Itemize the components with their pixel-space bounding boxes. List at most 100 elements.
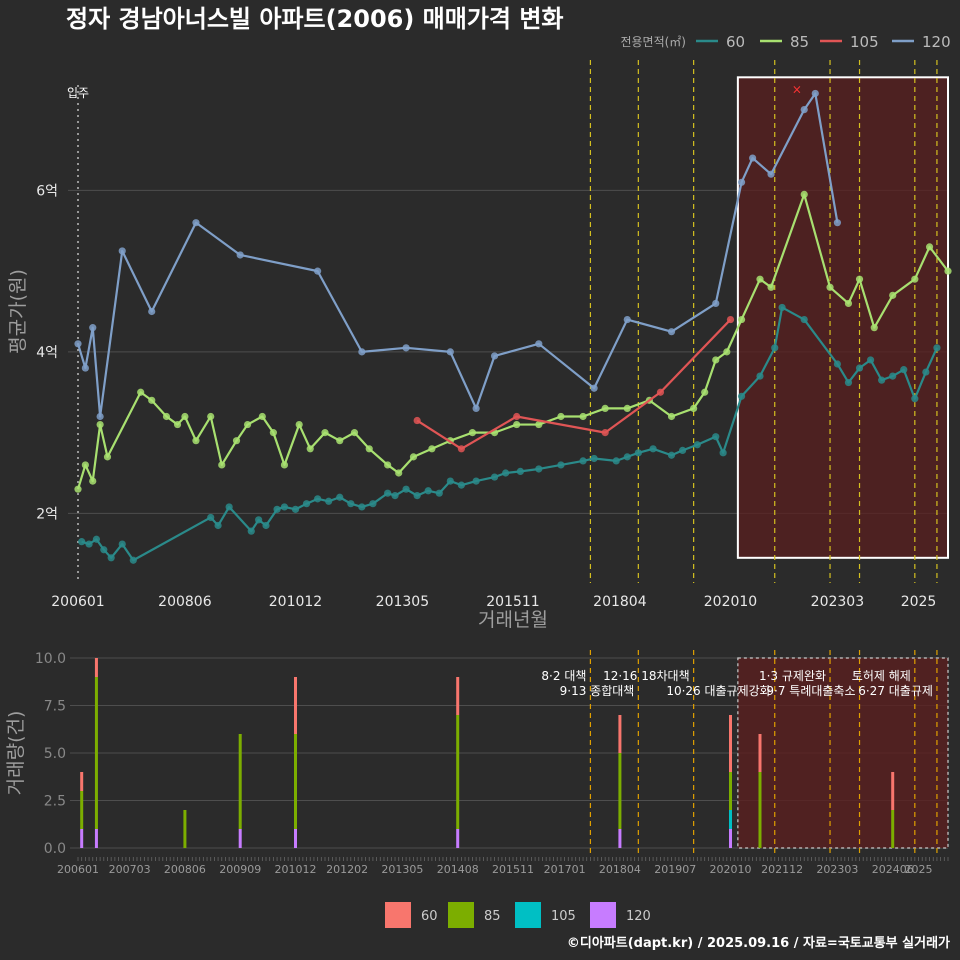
data-point-120 xyxy=(314,267,322,275)
data-point-120 xyxy=(192,219,200,227)
data-point-85 xyxy=(192,437,200,445)
source-caption: ©디아파트(dapt.kr) / 2025.09.16 / 자료=국토교통부 실… xyxy=(567,935,950,951)
data-point-85 xyxy=(701,388,709,396)
bar-segment-85 xyxy=(238,734,242,829)
data-point-85 xyxy=(844,299,853,308)
bar-segment-120 xyxy=(618,829,622,848)
policy-annotation: 9·7 특례대출축소 xyxy=(766,684,855,698)
bottom-axes: 0.0 2.5 5.0 7.5 10.0 거래량(건) 200601 200703 200806… xyxy=(5,651,949,876)
bar-y-tick-label: 7.5 xyxy=(44,699,66,715)
top-legend: 전용면적(㎡) 60 85 105 120 xyxy=(620,33,950,51)
bar-segment-85 xyxy=(80,791,84,829)
data-point-85 xyxy=(258,412,266,421)
data-point-60 xyxy=(516,467,524,475)
bar-segment-85 xyxy=(456,715,460,829)
data-point-85 xyxy=(428,445,436,453)
data-point-60 xyxy=(384,489,392,497)
data-point-120 xyxy=(667,328,676,336)
policy-annotation: 9·13 종합대책 xyxy=(560,683,635,698)
data-point-60 xyxy=(719,449,727,457)
data-point-85 xyxy=(737,315,746,324)
data-point-85 xyxy=(800,190,808,199)
data-point-60 xyxy=(737,392,746,400)
bar-legend-label-85: 85 xyxy=(484,909,501,924)
bar-x-tick-label: 201305 xyxy=(381,863,423,876)
data-point-85 xyxy=(232,437,241,445)
data-point-60 xyxy=(280,503,289,511)
data-point-60 xyxy=(866,356,875,364)
data-point-60 xyxy=(214,521,222,530)
data-point-85 xyxy=(826,283,834,291)
policy-annotation: 8·2 대책 xyxy=(541,668,586,683)
bar-segment-60 xyxy=(758,734,762,772)
bar-segment-60 xyxy=(891,772,895,810)
x-axis-title: 거래년월 xyxy=(478,609,548,631)
data-point-60 xyxy=(107,554,115,562)
data-point-85 xyxy=(81,461,89,469)
data-point-120 xyxy=(749,154,757,162)
data-point-85 xyxy=(767,283,775,291)
data-point-85 xyxy=(925,243,934,251)
data-point-60 xyxy=(889,372,897,380)
y-tick-label: 4억 xyxy=(36,345,58,361)
x-tick-label: 201804 xyxy=(593,594,647,610)
data-point-120 xyxy=(490,352,499,360)
data-point-120 xyxy=(89,324,97,332)
bar-segment-60 xyxy=(729,715,732,772)
data-point-85 xyxy=(855,275,864,283)
data-point-105 xyxy=(601,429,609,437)
data-point-60 xyxy=(472,477,480,485)
data-point-85 xyxy=(395,469,403,477)
bar-y-tick-label: 2.5 xyxy=(44,794,66,810)
bar-legend-label-105: 105 xyxy=(551,909,576,924)
data-point-85 xyxy=(295,420,303,429)
data-point-85 xyxy=(321,429,329,437)
data-point-85 xyxy=(89,477,97,485)
bar-segment-85 xyxy=(94,677,98,829)
data-point-60 xyxy=(78,538,86,546)
data-point-85 xyxy=(468,429,477,437)
data-point-60 xyxy=(273,505,281,513)
data-point-60 xyxy=(557,461,565,469)
bar-segment-120 xyxy=(94,829,98,848)
data-point-60 xyxy=(100,546,108,554)
data-point-85 xyxy=(579,412,587,421)
x-tick-label: 202303 xyxy=(811,594,864,610)
bar-y-tick-label: 10.0 xyxy=(35,651,66,667)
bar-segment-120 xyxy=(729,829,732,848)
policy-annotation: 12·16 18차대책 xyxy=(603,668,690,683)
bar-x-tick-label: 200909 xyxy=(219,863,261,876)
bottom-legend: 60 85 105 120 xyxy=(385,902,651,928)
bar-legend-key-105 xyxy=(515,902,541,928)
data-point-60 xyxy=(778,303,786,312)
bar-x-tick-label: 200703 xyxy=(109,863,151,876)
data-point-85 xyxy=(409,453,418,461)
data-point-60 xyxy=(535,465,543,473)
data-point-60 xyxy=(291,505,300,513)
data-point-85 xyxy=(269,429,277,437)
data-point-60 xyxy=(424,487,432,495)
bar-x-tick-label: 202010 xyxy=(710,863,752,876)
legend-label-85: 85 xyxy=(790,33,809,51)
bar-legend-key-60 xyxy=(385,902,411,928)
data-point-60 xyxy=(855,364,864,372)
series-line-120 xyxy=(76,92,839,418)
data-point-85 xyxy=(336,437,344,445)
data-point-120 xyxy=(81,364,89,372)
data-point-60 xyxy=(129,556,137,564)
y-tick-label: 2억 xyxy=(36,506,58,522)
data-point-60 xyxy=(900,366,908,374)
data-point-85 xyxy=(207,412,215,421)
data-point-120 xyxy=(402,344,410,352)
bar-segment-85 xyxy=(729,772,732,810)
data-point-85 xyxy=(667,412,676,421)
data-point-85 xyxy=(96,420,104,429)
data-point-120 xyxy=(833,219,842,227)
data-point-60 xyxy=(922,368,930,376)
data-point-60 xyxy=(262,521,270,530)
data-point-120 xyxy=(590,384,598,392)
bar-x-tick-label: 201907 xyxy=(654,863,696,876)
data-point-60 xyxy=(457,481,465,489)
bar-segment-85 xyxy=(294,734,297,829)
